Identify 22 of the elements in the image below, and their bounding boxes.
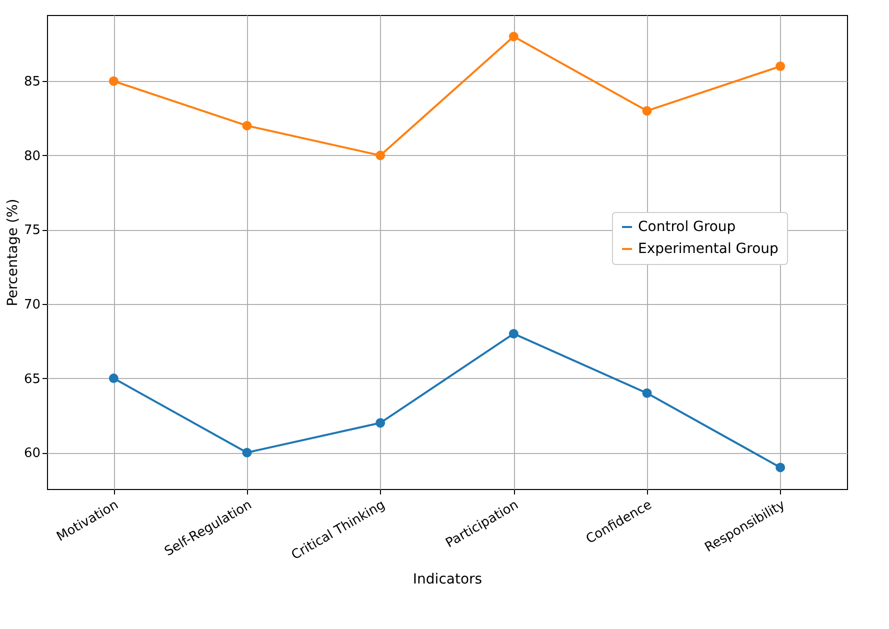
y-tick-label: 85: [24, 74, 40, 90]
legend-label: Experimental Group: [638, 241, 779, 257]
y-tick-label: 80: [24, 148, 40, 164]
point: [642, 388, 652, 398]
point: [376, 150, 386, 160]
point: [776, 462, 786, 472]
y-axis-title: Percentage (%): [4, 198, 21, 306]
y-tick-label: 65: [24, 372, 40, 387]
point: [376, 418, 386, 428]
legend-label: Control Group: [638, 219, 736, 235]
point: [776, 62, 786, 71]
point: [108, 374, 118, 384]
point: [508, 328, 518, 338]
y-tick-label: 75: [24, 223, 40, 238]
point: [508, 32, 518, 42]
point: [108, 76, 118, 86]
point: [242, 448, 252, 458]
point: [642, 106, 652, 116]
point: [242, 120, 252, 130]
y-tick-label: 60: [24, 446, 40, 462]
x-axis-title: Indicators: [412, 571, 482, 588]
y-tick-label: 70: [24, 298, 40, 313]
